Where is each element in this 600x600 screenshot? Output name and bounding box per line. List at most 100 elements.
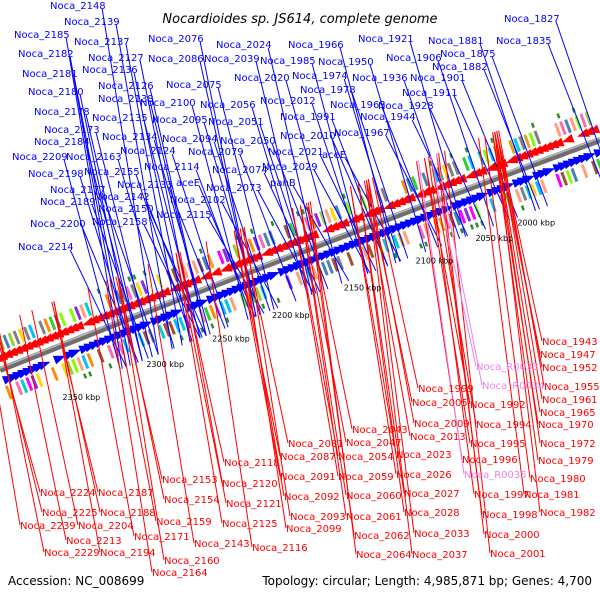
reverse-gene-label: Noca_1955 [544,382,600,393]
forward-gene-label: Noca_1985 [260,56,316,67]
color-feature-block [81,354,90,369]
label-connector [461,80,518,218]
label-connector [349,186,397,475]
color-feature-block [48,316,57,331]
reverse-gene-label: Noca_2229 [44,548,100,559]
reverse-gene-label: Noca_2087 [280,452,336,463]
forward-gene-label: Noca_2150 [98,204,154,215]
color-feature-block [4,385,13,400]
color-feature-block [570,167,579,183]
green-feature-mark [82,373,88,379]
color-feature-block [590,160,599,175]
color-feature-block [254,287,263,302]
label-connector [243,226,291,517]
label-connector [424,158,471,444]
color-feature-block [17,328,26,343]
reverse-gene-label: Noca_1943 [542,337,598,348]
reverse-gene-arrow [475,166,488,175]
label-connector [437,60,495,227]
forward-gene-label: Noca_2050 [220,136,276,147]
reverse-gene-label: Noca_1992 [470,400,526,411]
label-connector [101,192,159,355]
label-connector [365,180,413,555]
label-connector [319,154,377,271]
forward-gene-label: Noca_2056 [200,100,256,111]
reverse-gene-arrow [337,218,351,227]
label-connector [101,8,159,355]
label-connector [492,132,539,461]
forward-gene-label: Noca_2189 [40,197,96,208]
color-feature-block [38,320,47,335]
color-feature-block [157,324,166,339]
label-connector [125,44,183,346]
label-connector [87,287,135,537]
reverse-gene-label: Noca_2188 [100,508,156,519]
color-feature-block [124,286,133,301]
reverse-gene-label: Noca_2204 [78,521,134,532]
green-feature-mark [556,113,561,119]
color-feature-block [155,274,164,289]
label-connector [175,253,223,524]
forward-gene-label: Noca_1901 [410,73,466,84]
kbp-tick-label: 2200 kbp [272,311,310,320]
reverse-gene-arrow [551,137,565,147]
forward-gene-label: Noca_1875 [440,49,496,60]
forward-gene-label: Noca_2100 [140,98,196,109]
color-feature-block [25,377,34,392]
forward-gene-label: Noca_2142 [94,192,150,203]
label-connector [494,131,541,444]
color-feature-block [529,182,538,198]
green-feature-mark [393,252,398,259]
reverse-gene-label: Noca_2239 [20,521,76,532]
label-connector [424,158,471,405]
color-feature-block [247,238,256,253]
forward-gene-arrow [139,321,153,331]
color-feature-block [553,122,562,137]
forward-gene-label: Noca_1882 [432,62,488,73]
color-feature-block [366,244,375,259]
reverse-gene-label: Noca_2060 [346,491,402,502]
kbp-tick-label: 2000 kbp [517,218,555,227]
label-connector [429,108,487,230]
reverse-gene-label: Noca_1952 [542,363,598,374]
forward-gene-label: Noca_1966 [288,40,344,51]
reverse-gene-label: Noca_2120 [222,479,278,490]
reverse-gene-label: Noca_1998 [482,510,538,521]
reverse-gene-arrow [158,286,172,296]
color-feature-block [79,304,87,319]
color-feature-block [191,260,200,275]
label-connector [367,179,415,534]
reverse-gene-label: Noca_2000 [484,530,540,541]
forward-gene-label: Noca_2185 [14,30,70,41]
forward-gene-label: Noca_2024 [216,40,272,51]
reverse-gene-label: Noca_2001 [490,549,546,560]
label-connector [109,279,157,522]
label-connector [19,314,67,541]
kbp-tick-label: 2050 kbp [475,234,513,243]
color-feature-block [326,259,334,274]
color-feature-block [22,326,31,341]
label-connector [81,226,139,363]
color-feature-block [68,308,77,323]
green-feature-mark [249,228,254,235]
forward-gene-label: panB [270,178,296,189]
forward-gene-label: Noca_1928 [378,101,434,112]
color-feature-block [15,381,24,396]
label-connector [233,230,281,477]
label-connector [438,152,485,535]
rna-gene-label: Noca_R0033 [476,362,539,373]
green-feature-mark [469,224,474,230]
label-connector [179,251,227,504]
label-connector [149,211,207,337]
color-feature-block [361,246,370,261]
forward-gene-label: Noca_2074 [212,165,268,176]
color-feature-block [402,230,411,245]
reverse-gene-label: Noca_2013 [410,432,466,443]
color-feature-block [35,373,44,388]
forward-gene-label: Noca_1974 [292,71,348,82]
label-connector [73,76,131,366]
label-connector [0,403,21,526]
label-connector [418,160,465,475]
green-feature-mark [341,193,346,199]
